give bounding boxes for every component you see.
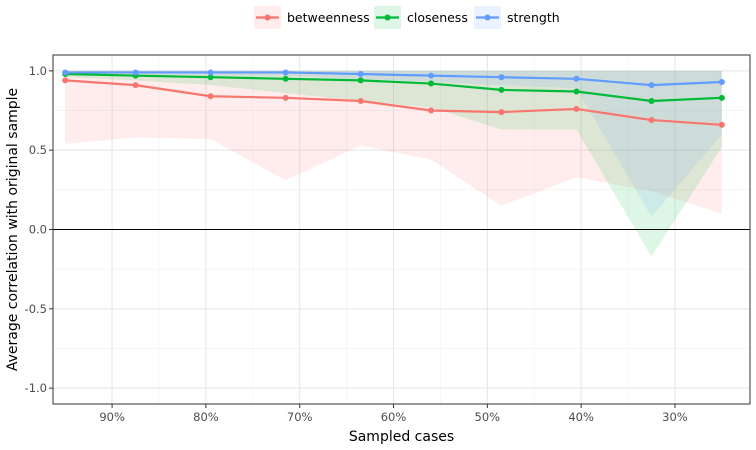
strength-point [132,69,139,76]
closeness-point [428,80,435,87]
strength-point [648,82,655,89]
betweenness-point [428,107,435,114]
betweenness-point [573,105,580,112]
strength-legend-label: strength [507,10,560,25]
x-tick-label: 40% [568,410,594,424]
closeness-legend-point [384,14,391,21]
x-tick-label: 30% [662,410,688,424]
strength-point [62,69,69,76]
y-tick-label: -0.5 [25,302,47,316]
betweenness-point [718,121,725,128]
closeness-point [357,77,364,84]
y-axis-title: Average correlation with original sample [5,88,21,371]
closeness-point [573,88,580,95]
y-tick-label: 0.0 [29,223,47,237]
betweenness-legend-point [264,14,271,21]
y-axis-ticks: 1.0 0.5 0.0 -0.5 -1.0 [25,64,53,395]
betweenness-point [357,98,364,105]
strength-point [428,72,435,79]
strength-line [65,71,722,87]
strength-point [498,74,505,81]
x-axis-ticks: 90% 80% 70% 60% 50% 40% 30% [99,404,688,424]
closeness-point [718,94,725,101]
x-tick-label: 60% [381,410,407,424]
y-tick-label: 0.5 [29,143,47,157]
closeness-point [498,86,505,93]
strength-point [573,75,580,82]
series-points [62,69,725,128]
x-tick-label: 90% [99,410,125,424]
betweenness-legend-label: betweenness [287,10,370,25]
betweenness-line [65,79,722,126]
x-tick-label: 80% [193,410,219,424]
x-axis-title: Sampled cases [349,429,454,445]
closeness-line [65,72,722,103]
x-tick-label: 70% [287,410,313,424]
betweenness-point [498,109,505,116]
betweenness-point [207,93,214,100]
betweenness-point [62,77,69,84]
closeness-band [65,70,722,257]
strength-point [357,71,364,78]
y-tick-label: -1.0 [25,381,47,395]
betweenness-point [132,82,139,89]
strength-point [282,69,289,76]
series-lines [65,71,722,126]
closeness-point [282,75,289,82]
closeness-point [207,74,214,81]
y-tick-label: 1.0 [29,64,47,78]
betweenness-point [648,117,655,124]
closeness-point [648,98,655,105]
legend: betweenness closeness strength [254,6,560,29]
betweenness-point [282,94,289,101]
strength-point [718,78,725,85]
betweenness-band [65,70,722,214]
strength-point [207,69,214,76]
closeness-legend-label: closeness [407,10,468,25]
strength-legend-point [484,14,491,21]
x-tick-label: 50% [475,410,501,424]
